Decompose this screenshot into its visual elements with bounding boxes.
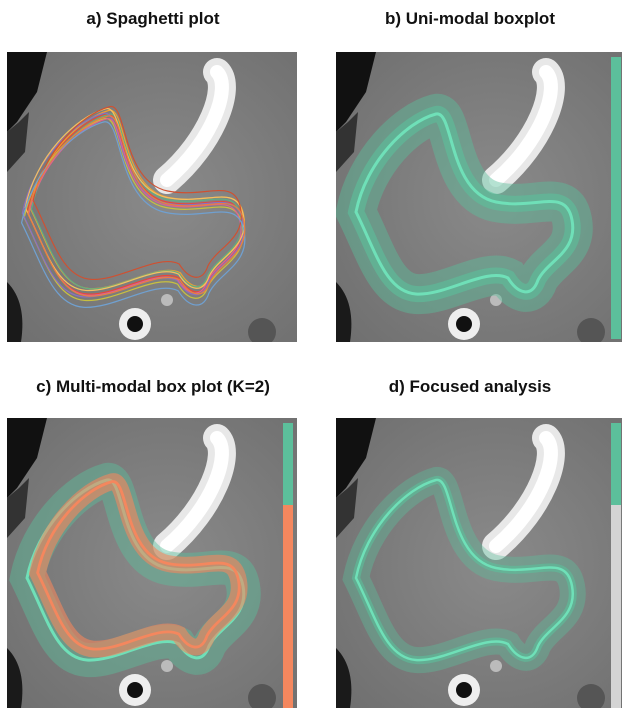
multimodal-panel [7, 418, 297, 709]
cluster-bar [283, 505, 293, 708]
panel-title: a) Spaghetti plot [86, 9, 220, 28]
cluster-bar [611, 505, 621, 708]
panel-title: d) Focused analysis [389, 377, 552, 396]
focused-panel [336, 418, 622, 709]
panel-title: b) Uni-modal boxplot [385, 9, 555, 28]
figure: a) Spaghetti plot b) Uni-modal boxplot c… [0, 0, 622, 709]
boxplot-panel [336, 52, 622, 346]
cluster-bar [283, 423, 293, 505]
panel-title: c) Multi-modal box plot (K=2) [36, 377, 270, 396]
spaghetti-panel [7, 52, 297, 346]
cluster-bar [611, 57, 621, 339]
cluster-bar [611, 423, 621, 505]
